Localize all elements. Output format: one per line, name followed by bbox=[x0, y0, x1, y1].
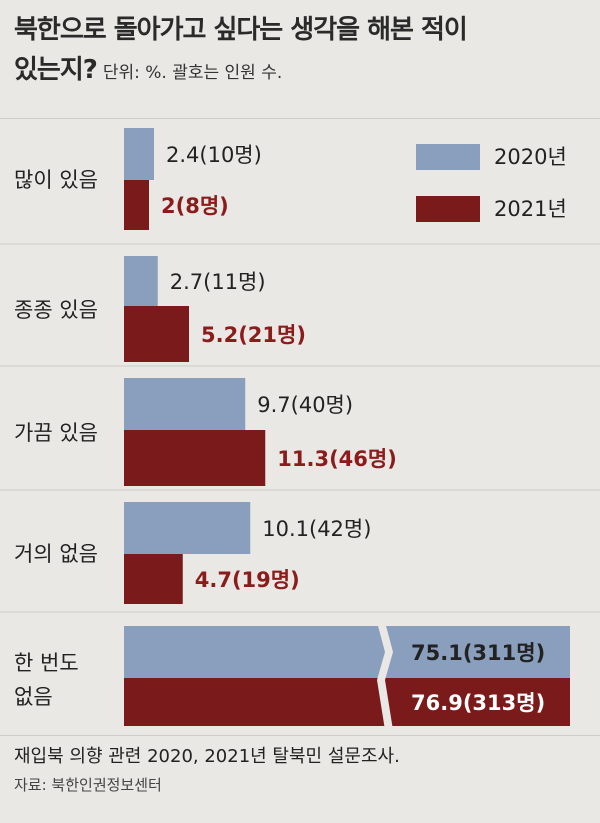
value-label-2020: 75.1(311명) bbox=[411, 641, 545, 665]
value-label-2020: 9.7(40명) bbox=[257, 393, 353, 417]
footer: 재입북 의향 관련 2020, 2021년 탈북민 설문조사. 자료: 북한인권… bbox=[14, 742, 594, 798]
bar-2020 bbox=[124, 502, 251, 554]
title-line-1: 북한으로 돌아가고 싶다는 생각을 해본 적이 bbox=[14, 15, 468, 45]
value-label-2020: 2.4(10명) bbox=[166, 143, 262, 167]
bar-2021 bbox=[124, 430, 266, 486]
legend-swatch-2021 bbox=[416, 196, 480, 222]
category-label: 한 번도 없음 bbox=[14, 651, 79, 709]
value-label-2021: 4.7(19명) bbox=[195, 568, 300, 592]
axis-break bbox=[377, 622, 393, 730]
chart-title: 북한으로 돌아가고 싶다는 생각을 해본 적이 있는지? 단위: %. 괄호는 인… bbox=[14, 10, 594, 93]
bar-2020 bbox=[124, 128, 154, 180]
value-label-2021: 2(8명) bbox=[161, 194, 229, 218]
category-label: 가끔 있음 bbox=[14, 421, 98, 445]
bar-2020 bbox=[124, 256, 158, 306]
value-label-2020: 2.7(11명) bbox=[170, 270, 266, 294]
category-label: 많이 있음 bbox=[14, 168, 98, 192]
bar-chart: 많이 있음 2.4(10명) 2(8명) 종종 있음 2.7(11명) 5.2(21명) 가… bbox=[0, 128, 600, 730]
top-divider bbox=[0, 118, 600, 119]
value-label-2021: 11.3(46명) bbox=[277, 447, 397, 471]
value-label-2021: 76.9(313명) bbox=[411, 691, 545, 715]
bar-2021 bbox=[124, 180, 149, 230]
bar-2020 bbox=[124, 378, 246, 430]
bar-2021 bbox=[124, 306, 189, 362]
survey-note: 재입북 의향 관련 2020, 2021년 탈북민 설문조사. bbox=[14, 746, 400, 767]
value-label-2021: 5.2(21명) bbox=[201, 323, 306, 347]
source-note: 자료: 북한인권정보센터 bbox=[14, 776, 162, 794]
unit-note: 단위: %. 괄호는 인원 수. bbox=[102, 63, 283, 83]
bottom-divider bbox=[0, 735, 600, 736]
category-label: 종종 있음 bbox=[14, 298, 98, 322]
bar-2021 bbox=[124, 554, 183, 604]
legend-label-2020: 2020년 bbox=[494, 145, 567, 169]
legend-label-2021: 2021년 bbox=[494, 197, 567, 221]
value-label-2020: 10.1(42명) bbox=[262, 517, 371, 541]
bar-2021 bbox=[124, 678, 570, 726]
category-label: 거의 없음 bbox=[14, 542, 98, 566]
bar-2020 bbox=[124, 626, 570, 678]
title-line-2: 있는지? bbox=[14, 55, 98, 85]
legend-swatch-2020 bbox=[416, 144, 480, 170]
